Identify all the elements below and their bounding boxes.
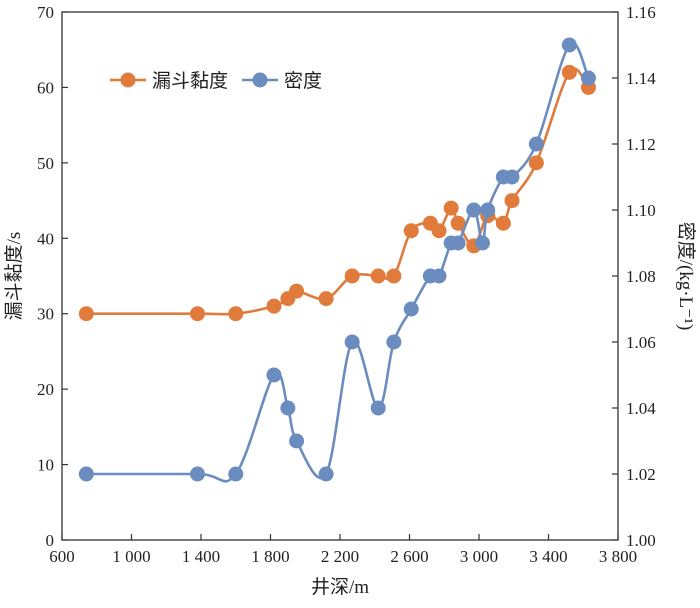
data-point xyxy=(386,268,402,284)
legend: 漏斗黏度 密度 xyxy=(110,70,322,92)
x-tick-label: 3 800 xyxy=(599,547,637,566)
data-point xyxy=(266,298,282,314)
data-point xyxy=(318,466,334,482)
data-point xyxy=(403,223,419,239)
plot-frame xyxy=(61,11,619,541)
data-point xyxy=(78,306,94,322)
data-point xyxy=(561,64,577,80)
y-tick-label-left: 50 xyxy=(37,154,54,173)
data-point xyxy=(480,202,496,218)
y-tick-label-right: 1.10 xyxy=(626,201,656,220)
y-tick-label-left: 10 xyxy=(37,456,54,475)
data-point xyxy=(504,193,520,209)
data-point xyxy=(431,268,447,284)
y-tick-label-left: 0 xyxy=(46,531,55,550)
x-tick-label: 3 400 xyxy=(529,547,567,566)
x-tick-label: 1 000 xyxy=(112,547,150,566)
data-point xyxy=(495,215,511,231)
data-point xyxy=(78,466,94,482)
y-tick-label-left: 30 xyxy=(37,305,54,324)
y-tick-label-right: 1.12 xyxy=(626,135,656,154)
data-point xyxy=(370,400,386,416)
data-point xyxy=(504,169,520,185)
data-point xyxy=(228,466,244,482)
data-point xyxy=(528,155,544,171)
series-line xyxy=(86,41,590,483)
y-tick-label-right: 1.02 xyxy=(626,465,656,484)
y-tick-label-left: 60 xyxy=(37,78,54,97)
data-point xyxy=(370,268,386,284)
y-tick-label-right: 1.04 xyxy=(626,399,656,418)
series-funnel-viscosity xyxy=(78,64,596,322)
x-axis-label: 井深/m xyxy=(311,576,369,598)
data-point xyxy=(190,466,206,482)
x-tick-label: 2 600 xyxy=(390,547,428,566)
data-point xyxy=(580,70,596,86)
legend-marker xyxy=(120,72,136,88)
x-tick-label: 1 400 xyxy=(182,547,220,566)
y-tick-label-right: 1.00 xyxy=(626,531,656,550)
axes: 600 1 000 1 400 1 800 2 200 2 600 3 000 3 400 3 … xyxy=(37,3,656,566)
legend-label: 密度 xyxy=(284,70,322,92)
data-point xyxy=(431,223,447,239)
series-line xyxy=(86,67,590,316)
data-point xyxy=(443,200,459,216)
data-point xyxy=(403,301,419,317)
x-tick-label: 3 000 xyxy=(460,547,498,566)
data-point xyxy=(474,235,490,251)
y-tick-label-right: 1.06 xyxy=(626,333,656,352)
y-tick-label-left: 70 xyxy=(37,3,54,22)
series-layer xyxy=(78,37,596,483)
legend-label: 漏斗黏度 xyxy=(152,70,228,92)
data-point xyxy=(561,37,577,53)
data-point xyxy=(318,291,334,307)
data-point xyxy=(466,202,482,218)
data-point xyxy=(280,400,296,416)
y-tick-label-right: 1.16 xyxy=(626,3,656,22)
data-point xyxy=(450,215,466,231)
y-tick-label-right: 1.14 xyxy=(626,69,656,88)
data-point xyxy=(190,306,206,322)
data-point xyxy=(228,306,244,322)
data-point xyxy=(266,367,282,383)
y-axis-label-right: 密度/(kg·L⁻¹) xyxy=(675,222,697,331)
x-tick-label: 1 800 xyxy=(251,547,289,566)
x-tick-label: 2 200 xyxy=(321,547,359,566)
y-axis-label-left: 漏斗黏度/s xyxy=(3,232,25,321)
data-point xyxy=(386,334,402,350)
legend-marker xyxy=(252,72,268,88)
data-point xyxy=(344,268,360,284)
data-point xyxy=(289,433,305,449)
y-tick-label-left: 40 xyxy=(37,229,54,248)
data-point xyxy=(344,334,360,350)
y-tick-label-left: 20 xyxy=(37,380,54,399)
data-point xyxy=(528,136,544,152)
data-point xyxy=(289,283,305,299)
series-density xyxy=(78,37,596,483)
y-tick-label-right: 1.08 xyxy=(626,267,656,286)
x-tick-label: 600 xyxy=(49,547,75,566)
data-point xyxy=(450,235,466,251)
